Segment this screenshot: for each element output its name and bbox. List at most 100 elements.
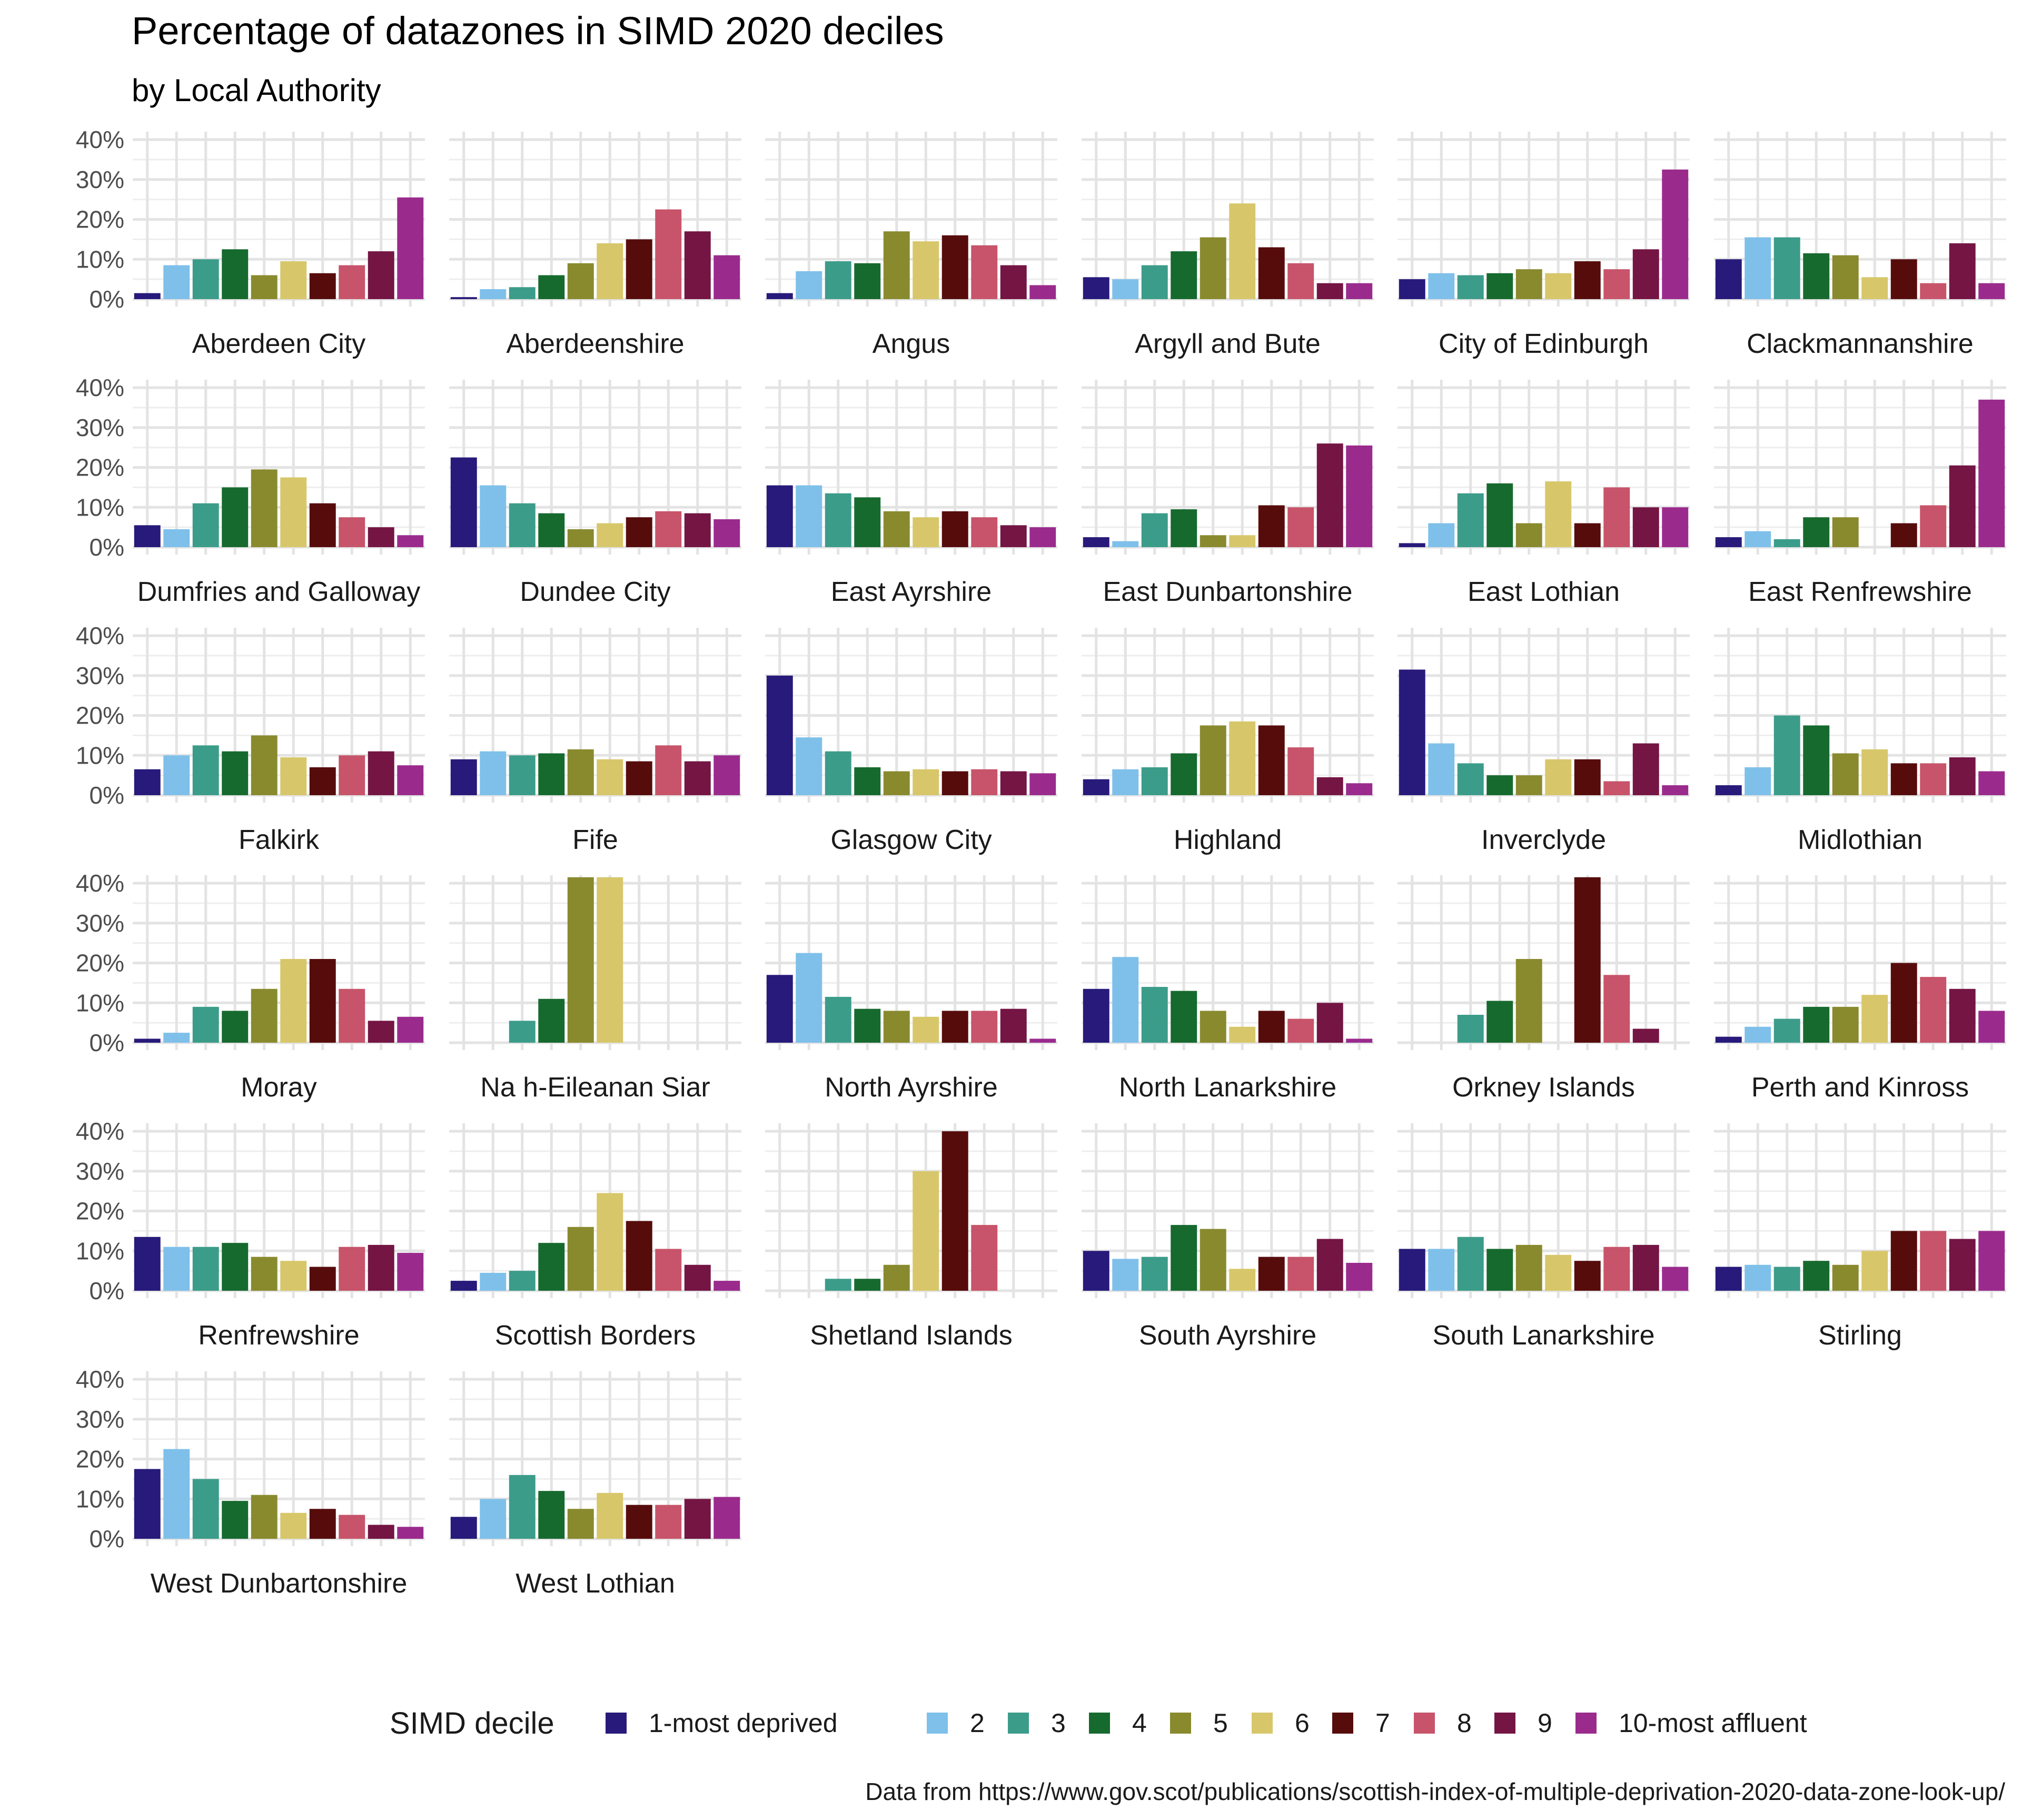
bar	[971, 245, 998, 299]
bar	[1316, 283, 1343, 299]
bar	[1978, 1231, 2005, 1291]
bar	[1745, 767, 1771, 795]
facet-strip-label: City of Edinburgh	[1439, 329, 1649, 359]
bar	[1171, 509, 1197, 547]
facet-panel: 0% 10% 20% 30% 40% West Dunbartonshire	[76, 1366, 425, 1599]
bar	[163, 755, 190, 795]
bar	[134, 525, 161, 547]
bar	[1346, 283, 1373, 299]
bar	[1603, 781, 1630, 795]
bar	[883, 1011, 910, 1043]
bar	[1632, 1244, 1659, 1291]
facet-strip-label: Stirling	[1818, 1320, 1902, 1351]
bar	[655, 745, 682, 795]
facet-panel: Dundee City	[449, 380, 741, 607]
y-tick-label: 0%	[90, 1029, 124, 1056]
legend-label: 9	[1538, 1708, 1552, 1738]
bar	[280, 959, 307, 1043]
bar	[251, 1495, 277, 1539]
bar	[1515, 775, 1542, 795]
bar	[368, 1244, 394, 1291]
bar	[1890, 763, 1917, 795]
bar	[222, 1011, 249, 1043]
legend-label: 4	[1132, 1708, 1147, 1738]
y-tick-label: 0%	[90, 1277, 124, 1304]
legend-label: 5	[1213, 1708, 1228, 1738]
bar	[1920, 763, 1947, 795]
facet-panel: East Dunbartonshire	[1082, 380, 1374, 607]
bar	[1773, 1267, 1800, 1291]
bar	[1229, 535, 1256, 547]
facet-panel: City of Edinburgh	[1397, 132, 1690, 359]
bar	[1083, 277, 1109, 299]
bar	[163, 1247, 190, 1291]
bar	[163, 529, 190, 547]
bar	[368, 251, 394, 299]
bar	[222, 249, 249, 299]
facet-strip-label: Aberdeen City	[192, 329, 366, 359]
bar	[883, 511, 910, 547]
bar	[913, 1016, 939, 1043]
facet-strip-label: Midlothian	[1798, 825, 1922, 855]
bar	[1000, 771, 1027, 795]
bar	[1229, 1026, 1256, 1043]
bar	[280, 477, 307, 547]
bar	[1715, 785, 1742, 795]
bar	[1773, 237, 1800, 299]
facet-panel: North Ayrshire	[765, 875, 1057, 1103]
bar	[134, 769, 161, 795]
bar	[1832, 1006, 1859, 1043]
bar	[1861, 1251, 1888, 1291]
bar	[1920, 1231, 1947, 1291]
bar	[1745, 1264, 1771, 1291]
bar	[655, 1505, 682, 1539]
bar	[1000, 1008, 1027, 1043]
bar	[1141, 513, 1168, 547]
bar	[1803, 1261, 1830, 1291]
facet-strip-label: East Ayrshire	[831, 577, 992, 607]
facet-panel: East Renfrewshire	[1714, 380, 2006, 607]
bar	[796, 737, 822, 795]
bar	[713, 519, 740, 547]
facet-strip-label: North Lanarkshire	[1119, 1072, 1336, 1103]
facet-panel: Inverclyde	[1397, 628, 1690, 855]
facet-strip-label: Fife	[572, 825, 618, 855]
bar	[1428, 523, 1455, 547]
bar	[597, 523, 623, 547]
bar	[766, 675, 793, 795]
bar	[1632, 249, 1659, 299]
facet-strip-label: Inverclyde	[1481, 825, 1606, 855]
bar	[713, 255, 740, 299]
bar	[567, 529, 594, 547]
bar	[1083, 537, 1109, 547]
y-tick-label: 30%	[76, 909, 124, 937]
facet-strip-label: Moray	[241, 1072, 316, 1103]
bar	[1745, 531, 1771, 547]
bar	[655, 511, 682, 547]
bar	[509, 287, 536, 299]
facet-strip-label: Perth and Kinross	[1751, 1072, 1969, 1103]
bar	[1457, 275, 1484, 299]
y-tick-label: 10%	[76, 245, 124, 273]
facet-panel: East Ayrshire	[765, 380, 1057, 607]
facet-panel: 0% 10% 20% 30% 40% Falkirk	[76, 622, 425, 855]
bar	[1486, 273, 1513, 299]
bar	[1428, 273, 1455, 299]
bar	[134, 1237, 161, 1291]
bar	[1229, 203, 1256, 299]
y-tick-label: 30%	[76, 662, 124, 689]
bar	[509, 755, 536, 795]
bar	[251, 735, 277, 795]
facet-panel: Aberdeenshire	[449, 132, 741, 359]
bar	[1029, 527, 1056, 547]
y-tick-label: 30%	[76, 166, 124, 193]
bar	[913, 241, 939, 299]
bar	[1258, 1011, 1285, 1043]
y-tick-label: 40%	[76, 1366, 124, 1393]
y-tick-label: 40%	[76, 622, 124, 649]
facet-panel: Orkney Islands	[1397, 875, 1690, 1103]
bar	[1316, 443, 1343, 547]
bar	[1083, 988, 1109, 1043]
bar	[339, 517, 365, 547]
